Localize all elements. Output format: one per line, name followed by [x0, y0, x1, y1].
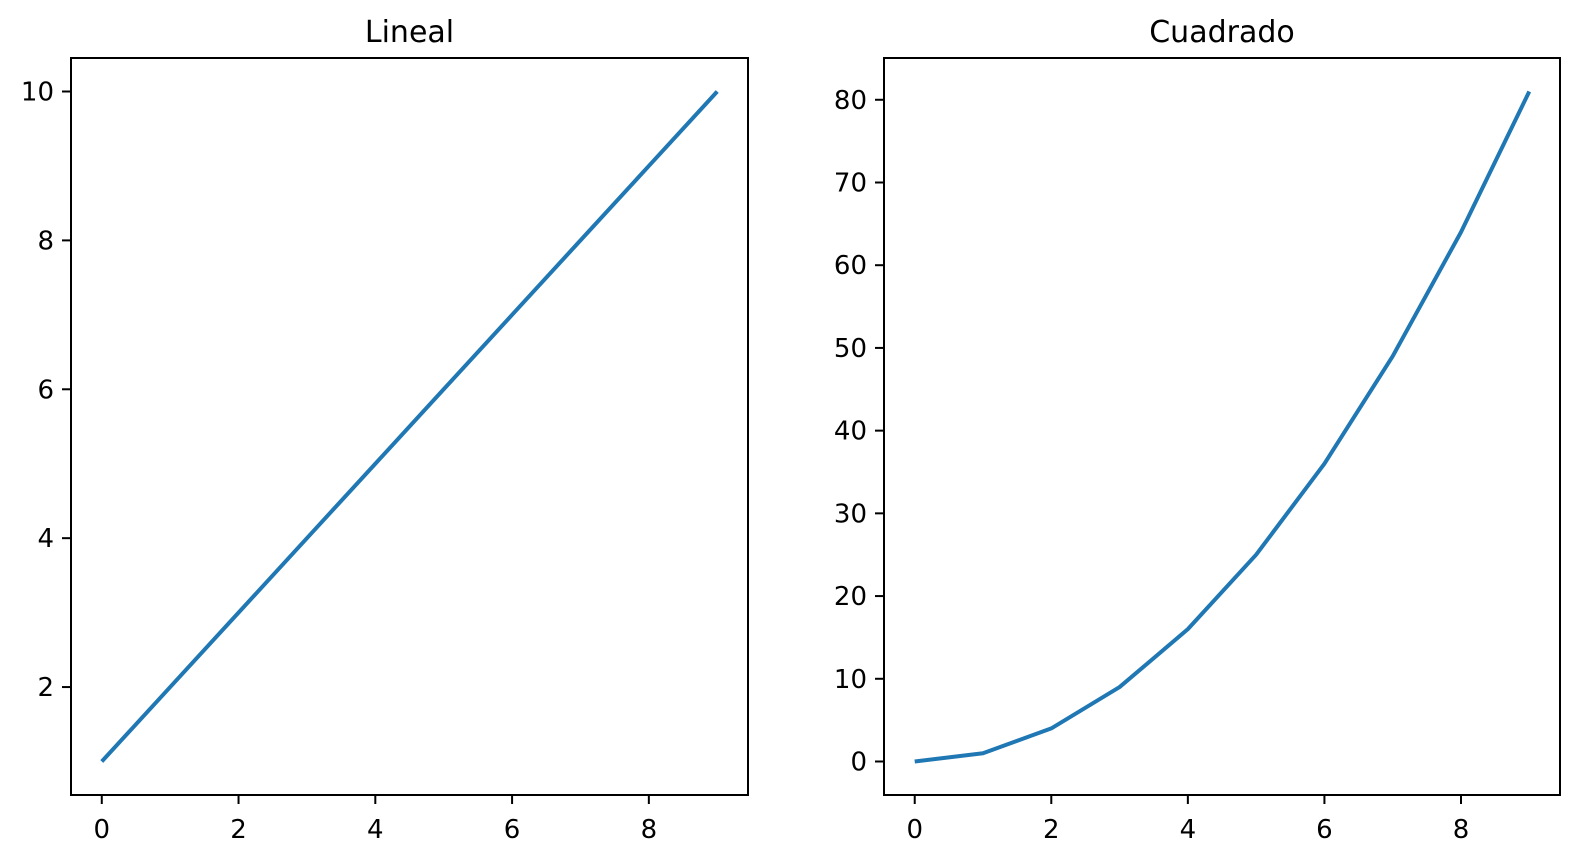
y-tick-label: 40 [834, 417, 867, 447]
x-tick-label: 6 [1316, 815, 1333, 845]
y-tick-label: 4 [37, 524, 54, 554]
y-tick-label: 10 [834, 665, 867, 695]
x-tick-label: 2 [1043, 815, 1060, 845]
axes-border [70, 57, 749, 796]
y-tick-label: 50 [834, 334, 867, 364]
x-tick-label: 0 [93, 815, 110, 845]
series-line [914, 90, 1532, 764]
y-tick-label: 2 [37, 673, 54, 703]
x-tick-label: 0 [906, 815, 923, 845]
x-tick-label: 6 [504, 815, 521, 845]
x-tick-label: 4 [1180, 815, 1197, 845]
series-line [100, 90, 719, 763]
y-tick-label: 20 [834, 582, 867, 612]
y-tick-label: 60 [834, 251, 867, 281]
plot-title: Cuadrado [1149, 15, 1295, 50]
y-tick-label: 80 [834, 86, 867, 116]
plot-title: Lineal [365, 15, 454, 50]
y-tick-label: 0 [850, 748, 867, 778]
subplot-lineal: 0 2 4 6 8 2 4 6 8 10 Lineal [21, 15, 749, 845]
x-tick-label: 2 [230, 815, 247, 845]
y-tick-label: 30 [834, 499, 867, 529]
y-tick-label: 70 [834, 168, 867, 198]
y-tick-label: 6 [37, 375, 54, 405]
x-tick-label: 4 [367, 815, 384, 845]
x-tick-label: 8 [1453, 815, 1470, 845]
y-tick-label: 10 [21, 78, 54, 108]
x-tick-label: 8 [641, 815, 658, 845]
axes-border [883, 57, 1561, 796]
y-tick-label: 8 [37, 226, 54, 256]
